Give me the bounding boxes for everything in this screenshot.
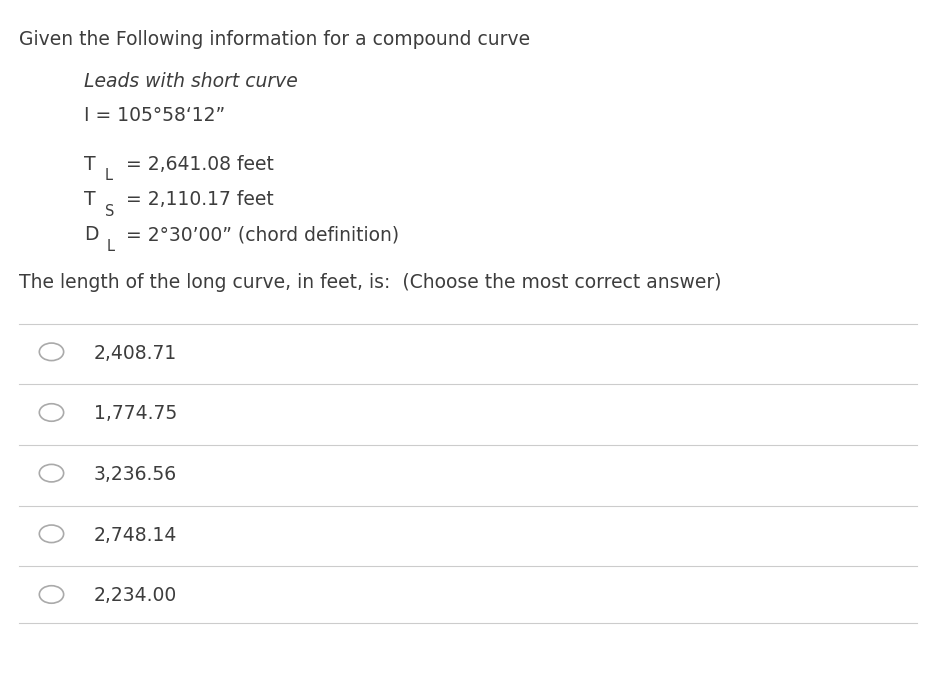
Text: = 2°30’00” (chord definition): = 2°30’00” (chord definition) bbox=[120, 225, 399, 244]
Text: 3,236.56: 3,236.56 bbox=[94, 465, 177, 484]
Text: I = 105°58‘12”: I = 105°58‘12” bbox=[84, 106, 226, 125]
Text: 2,748.14: 2,748.14 bbox=[94, 526, 177, 545]
Text: 2,234.00: 2,234.00 bbox=[94, 586, 177, 605]
Text: D: D bbox=[84, 225, 98, 244]
Text: Leads with short curve: Leads with short curve bbox=[84, 72, 298, 91]
Text: 2,408.71: 2,408.71 bbox=[94, 344, 177, 363]
Text: L: L bbox=[105, 168, 113, 183]
Text: L: L bbox=[107, 239, 115, 253]
Text: T: T bbox=[84, 190, 95, 209]
Text: = 2,641.08 feet: = 2,641.08 feet bbox=[120, 155, 273, 174]
Text: S: S bbox=[105, 204, 114, 218]
Text: 1,774.75: 1,774.75 bbox=[94, 404, 177, 423]
Text: Given the Following information for a compound curve: Given the Following information for a co… bbox=[19, 30, 530, 49]
Text: T: T bbox=[84, 155, 95, 174]
Text: = 2,110.17 feet: = 2,110.17 feet bbox=[120, 190, 273, 209]
Text: The length of the long curve, in feet, is:  (Choose the most correct answer): The length of the long curve, in feet, i… bbox=[19, 273, 722, 292]
